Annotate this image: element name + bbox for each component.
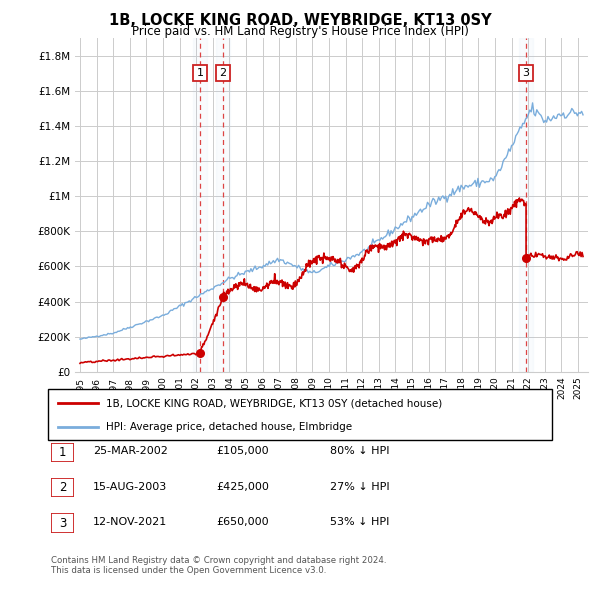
Text: £105,000: £105,000 [216, 447, 269, 456]
Text: 3: 3 [59, 516, 66, 530]
Bar [193, 38, 206, 372]
Text: 1: 1 [59, 445, 66, 459]
FancyBboxPatch shape [51, 478, 74, 497]
Text: Contains HM Land Registry data © Crown copyright and database right 2024.
This d: Contains HM Land Registry data © Crown c… [51, 556, 386, 575]
Text: 2: 2 [59, 481, 66, 494]
Text: £425,000: £425,000 [216, 482, 269, 491]
Text: 12-NOV-2021: 12-NOV-2021 [93, 517, 167, 527]
Text: 3: 3 [523, 68, 530, 78]
FancyBboxPatch shape [51, 442, 74, 462]
Text: 2: 2 [220, 68, 227, 78]
Text: 53% ↓ HPI: 53% ↓ HPI [330, 517, 389, 527]
FancyBboxPatch shape [51, 513, 74, 533]
Bar [217, 38, 230, 372]
Text: £650,000: £650,000 [216, 517, 269, 527]
Bar [520, 38, 533, 372]
Text: 25-MAR-2002: 25-MAR-2002 [93, 447, 168, 456]
Text: 80% ↓ HPI: 80% ↓ HPI [330, 447, 389, 456]
Text: HPI: Average price, detached house, Elmbridge: HPI: Average price, detached house, Elmb… [106, 422, 352, 432]
Text: Price paid vs. HM Land Registry's House Price Index (HPI): Price paid vs. HM Land Registry's House … [131, 25, 469, 38]
Text: 1B, LOCKE KING ROAD, WEYBRIDGE, KT13 0SY (detached house): 1B, LOCKE KING ROAD, WEYBRIDGE, KT13 0SY… [106, 398, 442, 408]
Text: 15-AUG-2003: 15-AUG-2003 [93, 482, 167, 491]
Text: 1B, LOCKE KING ROAD, WEYBRIDGE, KT13 0SY: 1B, LOCKE KING ROAD, WEYBRIDGE, KT13 0SY [109, 13, 491, 28]
Text: 1: 1 [197, 68, 203, 78]
Text: 27% ↓ HPI: 27% ↓ HPI [330, 482, 389, 491]
